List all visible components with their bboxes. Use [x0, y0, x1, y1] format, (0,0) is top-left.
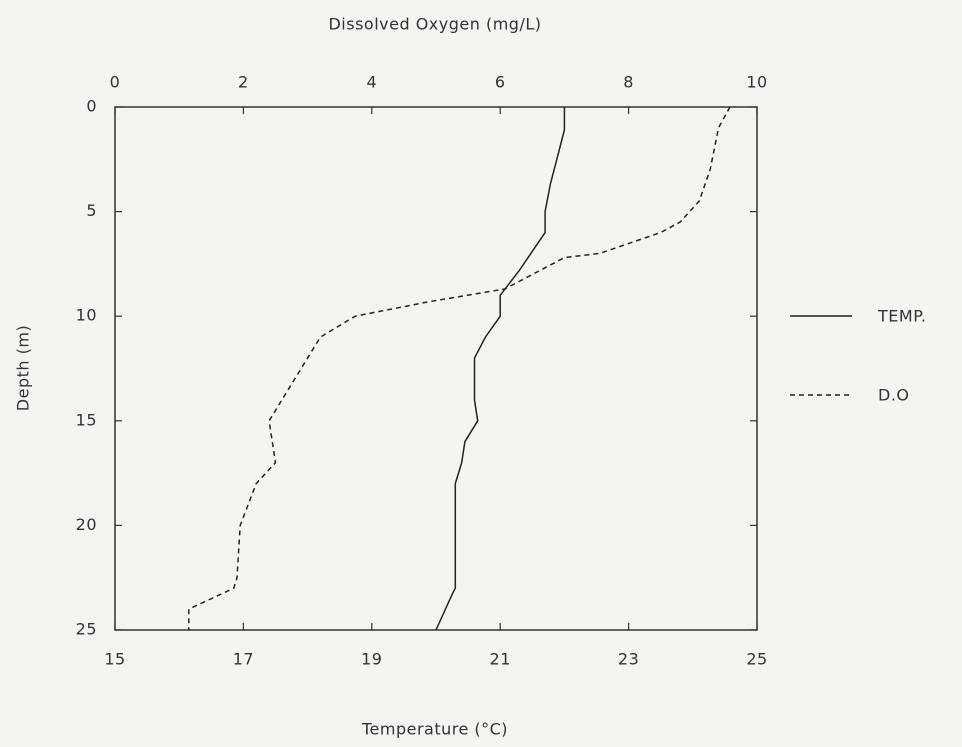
y-tick-label: 25 — [76, 620, 97, 639]
x-tick-label: 23 — [618, 650, 639, 669]
top-axis-title: Dissolved Oxygen (mg/L) — [328, 15, 541, 34]
x2-tick-label: 6 — [495, 73, 506, 92]
x-tick-label: 25 — [746, 650, 767, 669]
legend-label: TEMP. — [877, 307, 926, 326]
y-tick-label: 5 — [86, 201, 97, 220]
x-tick-label: 19 — [361, 650, 382, 669]
series-line — [435, 107, 566, 631]
y-tick-label: 15 — [76, 410, 97, 429]
x2-tick-label: 0 — [110, 73, 121, 92]
x-tick-label: 17 — [233, 650, 254, 669]
y-tick-label: 10 — [76, 306, 97, 325]
x2-tick-label: 2 — [238, 73, 249, 92]
x-tick-label: 15 — [104, 650, 125, 669]
x2-tick-label: 8 — [623, 73, 634, 92]
y-tick-label: 20 — [76, 515, 97, 534]
bottom-axis-title: Temperature (°C) — [361, 720, 508, 739]
x-tick-label: 21 — [490, 650, 511, 669]
x2-tick-label: 10 — [746, 73, 767, 92]
x2-tick-label: 4 — [366, 73, 377, 92]
y-axis-title: Depth (m) — [14, 325, 33, 411]
series-line — [188, 106, 731, 630]
y-tick-label: 0 — [86, 97, 97, 116]
legend-label: D.O — [878, 386, 910, 405]
